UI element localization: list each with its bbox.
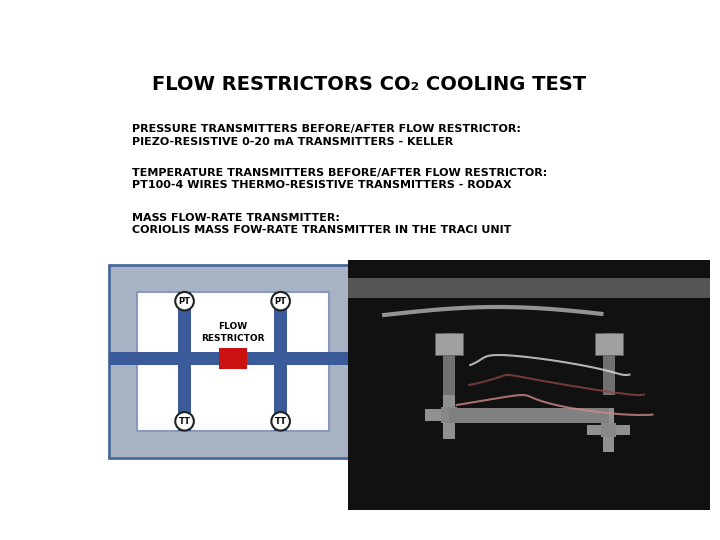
Bar bbox=[109, 265, 356, 457]
Text: MASS FLOW-RATE TRANSMITTER:: MASS FLOW-RATE TRANSMITTER: bbox=[132, 213, 340, 223]
Text: CORIOLIS MASS FOW-RATE TRANSMITTER IN THE TRACI UNIT: CORIOLIS MASS FOW-RATE TRANSMITTER IN TH… bbox=[132, 225, 511, 235]
Circle shape bbox=[271, 412, 290, 430]
Text: FLOW RESTRICTORS CO₂ COOLING TEST: FLOW RESTRICTORS CO₂ COOLING TEST bbox=[152, 75, 586, 94]
Bar bbox=[274, 292, 287, 352]
Bar bbox=[274, 364, 287, 430]
Bar bbox=[436, 333, 464, 355]
Text: PIEZO-RESISTIVE 0-20 mA TRANSMITTERS - KELLER: PIEZO-RESISTIVE 0-20 mA TRANSMITTERS - K… bbox=[132, 137, 453, 147]
Circle shape bbox=[271, 292, 290, 310]
Text: TT: TT bbox=[274, 417, 287, 426]
Text: TEMPERATURE TRANSMITTERS BEFORE/AFTER FLOW RESTRICTOR:: TEMPERATURE TRANSMITTERS BEFORE/AFTER FL… bbox=[132, 168, 547, 178]
Bar bbox=[348, 278, 710, 298]
Circle shape bbox=[175, 292, 194, 310]
Text: FLOW
RESTRICTOR: FLOW RESTRICTOR bbox=[201, 322, 264, 343]
Circle shape bbox=[175, 412, 194, 430]
Text: TT: TT bbox=[179, 417, 191, 426]
Text: PRESSURE TRANSMITTERS BEFORE/AFTER FLOW RESTRICTOR:: PRESSURE TRANSMITTERS BEFORE/AFTER FLOW … bbox=[132, 124, 521, 134]
Bar bbox=[441, 407, 457, 423]
Text: PT: PT bbox=[179, 296, 191, 306]
Bar bbox=[595, 333, 623, 355]
Bar bbox=[603, 408, 614, 451]
Text: PT: PT bbox=[274, 296, 287, 306]
Bar bbox=[137, 292, 329, 430]
Bar bbox=[426, 409, 473, 421]
Bar bbox=[219, 348, 246, 369]
Bar bbox=[587, 424, 630, 435]
Bar bbox=[444, 333, 455, 395]
Bar bbox=[444, 391, 455, 439]
Bar bbox=[109, 352, 356, 365]
Text: PT100-4 WIRES THERMO-RESISTIVE TRANSMITTERS - RODAX: PT100-4 WIRES THERMO-RESISTIVE TRANSMITT… bbox=[132, 180, 511, 191]
Bar bbox=[179, 292, 191, 352]
Bar bbox=[179, 364, 191, 430]
Bar bbox=[449, 408, 608, 422]
Bar bbox=[603, 333, 615, 395]
Bar bbox=[601, 423, 616, 437]
